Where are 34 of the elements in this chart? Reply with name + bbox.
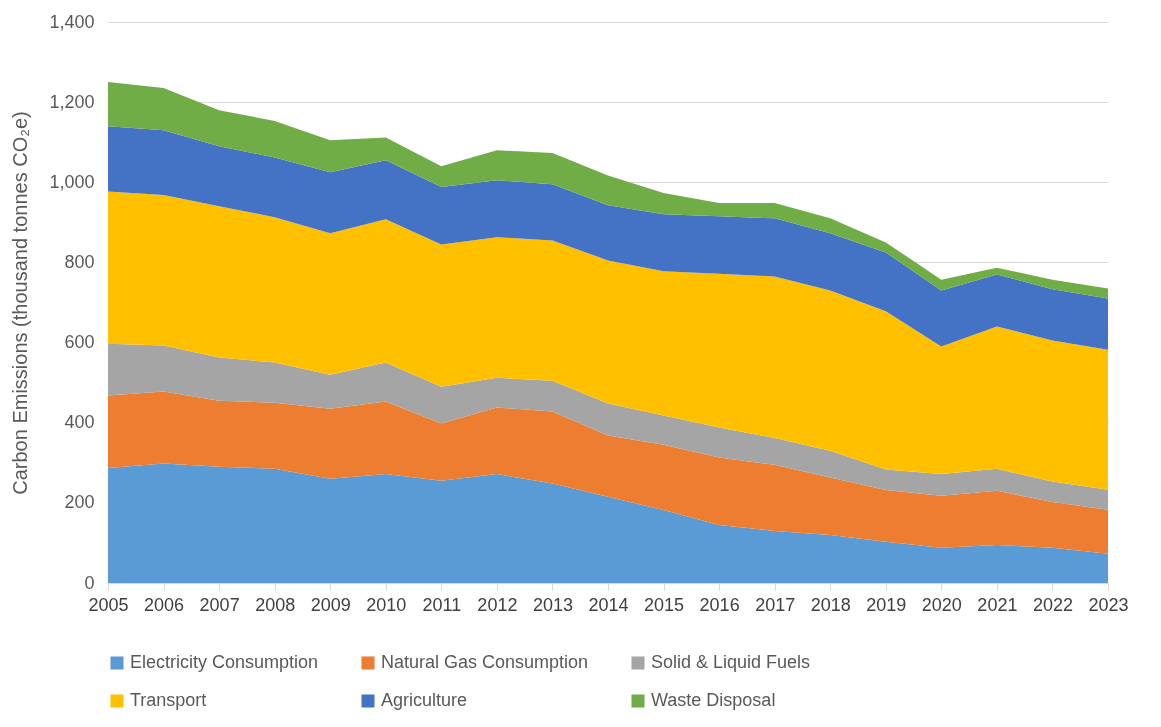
y-tick-label: 200 <box>64 492 95 513</box>
y-tick-label: 800 <box>64 251 95 272</box>
x-tick-label: 2020 <box>921 594 962 615</box>
legend-label: Transport <box>130 690 207 710</box>
x-tick-label: 2015 <box>644 594 685 615</box>
x-tick-label: 2023 <box>1088 594 1129 615</box>
x-tick-label: 2005 <box>88 594 129 615</box>
x-tick-label: 2019 <box>866 594 907 615</box>
x-tick-label: 2007 <box>199 594 240 615</box>
y-tick-label: 1,200 <box>49 91 95 112</box>
x-tick-label: 2009 <box>310 594 351 615</box>
x-tick-label: 2008 <box>255 594 296 615</box>
y-tick-label: 1,000 <box>49 171 95 192</box>
x-tick-label: 2014 <box>588 594 629 615</box>
y-axis-title: Carbon Emissions (thousand tonnes CO₂e) <box>9 111 32 495</box>
x-tick-label: 2022 <box>1032 594 1073 615</box>
y-tick-label: 600 <box>64 332 95 353</box>
x-tick-label: 2017 <box>755 594 796 615</box>
x-tick-label: 2010 <box>366 594 407 615</box>
y-tick-label: 1,400 <box>49 11 95 32</box>
legend-label: Solid & Liquid Fuels <box>651 652 811 672</box>
legend-label: Waste Disposal <box>651 690 776 710</box>
x-tick-label: 2011 <box>422 594 462 615</box>
x-tick-label: 2016 <box>699 594 740 615</box>
x-tick-label: 2013 <box>532 594 573 615</box>
legend-label: Electricity Consumption <box>130 652 319 672</box>
y-tick-label: 400 <box>64 412 95 433</box>
y-tick-label: 0 <box>84 572 95 593</box>
x-tick-label: 2021 <box>977 594 1018 615</box>
x-tick-label: 2018 <box>810 594 851 615</box>
legend-label: Agriculture <box>381 690 468 710</box>
legend-label: Natural Gas Consumption <box>381 652 589 672</box>
x-tick-label: 2006 <box>144 594 185 615</box>
x-tick-label: 2012 <box>477 594 518 615</box>
